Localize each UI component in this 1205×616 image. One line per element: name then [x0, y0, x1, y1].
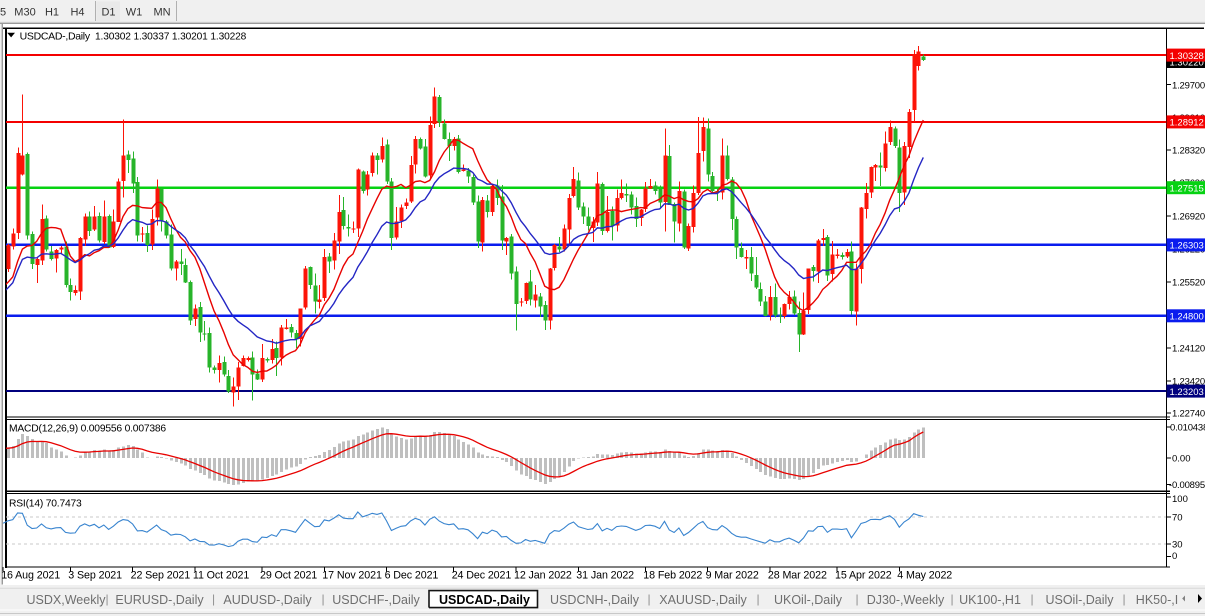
svg-text:M30: M30 [14, 7, 35, 19]
svg-text:HK50-,I: HK50-,I [1136, 593, 1178, 607]
svg-text:28 Mar 2022: 28 Mar 2022 [768, 570, 827, 582]
svg-text:9 Mar 2022: 9 Mar 2022 [706, 570, 759, 582]
svg-text:1.22740: 1.22740 [1172, 409, 1205, 420]
svg-text:MN: MN [153, 7, 170, 19]
svg-text:DJ30-,Weekly: DJ30-,Weekly [867, 593, 945, 607]
svg-text:USOil-,Daily: USOil-,Daily [1045, 593, 1114, 607]
svg-text:|: | [756, 592, 759, 606]
svg-text:1.24800: 1.24800 [1170, 312, 1204, 323]
svg-text:|: | [321, 592, 324, 606]
svg-text:30: 30 [1172, 540, 1183, 551]
svg-text:D1: D1 [101, 7, 115, 19]
svg-text:22 Sep 2021: 22 Sep 2021 [131, 570, 191, 582]
svg-text:17 Nov 2021: 17 Nov 2021 [322, 570, 382, 582]
svg-text:6 Dec 2021: 6 Dec 2021 [385, 570, 439, 582]
svg-text:1.30328: 1.30328 [1170, 51, 1204, 62]
svg-text:H4: H4 [70, 7, 84, 19]
svg-text:H1: H1 [45, 7, 59, 19]
svg-text:5: 5 [0, 7, 6, 19]
svg-text:MACD(12,26,9) 0.009556 0.00738: MACD(12,26,9) 0.009556 0.007386 [9, 424, 166, 435]
svg-text:0.00: 0.00 [1172, 454, 1191, 465]
svg-text:1.30220: 1.30220 [1170, 57, 1204, 68]
svg-text:18 Feb 2022: 18 Feb 2022 [643, 570, 702, 582]
svg-text:AUDUSD-,Daily: AUDUSD-,Daily [223, 593, 312, 607]
svg-text:UKOil-,Daily: UKOil-,Daily [774, 593, 843, 607]
svg-text:|: | [950, 592, 953, 606]
svg-text:16 Aug 2021: 16 Aug 2021 [1, 570, 60, 582]
svg-text:70: 70 [1172, 513, 1183, 524]
svg-text:USDCAD-,Daily: USDCAD-,Daily [439, 593, 530, 607]
svg-text:1.24120: 1.24120 [1172, 344, 1205, 355]
svg-text:|: | [105, 592, 108, 606]
svg-text:1.29700: 1.29700 [1172, 80, 1205, 91]
svg-text:XAUUSD-,Daily: XAUUSD-,Daily [659, 593, 747, 607]
svg-text:USDCHF-,Daily: USDCHF-,Daily [332, 593, 420, 607]
svg-text:12 Jan 2022: 12 Jan 2022 [514, 570, 572, 582]
svg-text:1.26920: 1.26920 [1172, 211, 1205, 222]
svg-text:-0.00895: -0.00895 [1169, 480, 1205, 491]
svg-text:|: | [1122, 592, 1125, 606]
svg-text:100: 100 [1172, 494, 1188, 505]
svg-text:24 Dec 2021: 24 Dec 2021 [452, 570, 512, 582]
svg-text:|: | [647, 592, 650, 606]
svg-text:UK100-,H1: UK100-,H1 [959, 593, 1021, 607]
svg-text:3 Sep 2021: 3 Sep 2021 [68, 570, 122, 582]
svg-text:11 Oct 2021: 11 Oct 2021 [193, 570, 249, 582]
svg-text:29 Oct 2021: 29 Oct 2021 [260, 570, 317, 582]
svg-text:0: 0 [1172, 551, 1177, 562]
svg-text:1.27515: 1.27515 [1170, 184, 1204, 195]
svg-text:31 Jan 2022: 31 Jan 2022 [576, 570, 634, 582]
svg-text:|: | [212, 592, 215, 606]
svg-text:1.23420: 1.23420 [1172, 377, 1205, 388]
svg-text:W1: W1 [126, 7, 143, 19]
svg-text:15 Apr 2022: 15 Apr 2022 [835, 570, 892, 582]
svg-text:4 May 2022: 4 May 2022 [897, 570, 952, 582]
svg-text:1.23203: 1.23203 [1170, 387, 1204, 398]
svg-text:1.28320: 1.28320 [1172, 145, 1205, 156]
svg-text:USDX,Weekly: USDX,Weekly [27, 593, 107, 607]
svg-text:USDCNH-,Daily: USDCNH-,Daily [550, 593, 640, 607]
svg-text:1.30302 1.30337 1.30201 1.3022: 1.30302 1.30337 1.30201 1.30228 [95, 31, 247, 42]
svg-text:1.25520: 1.25520 [1172, 277, 1205, 288]
svg-text:USDCAD-,Daily: USDCAD-,Daily [20, 30, 91, 42]
svg-text:RSI(14) 70.7473: RSI(14) 70.7473 [9, 499, 82, 510]
svg-text:1.28912: 1.28912 [1170, 118, 1204, 129]
svg-text:|: | [1030, 592, 1033, 606]
svg-text:|: | [855, 592, 858, 606]
svg-text:0.010438: 0.010438 [1170, 423, 1205, 434]
svg-text:EURUSD-,Daily: EURUSD-,Daily [115, 593, 204, 607]
svg-text:1.26303: 1.26303 [1170, 241, 1204, 252]
